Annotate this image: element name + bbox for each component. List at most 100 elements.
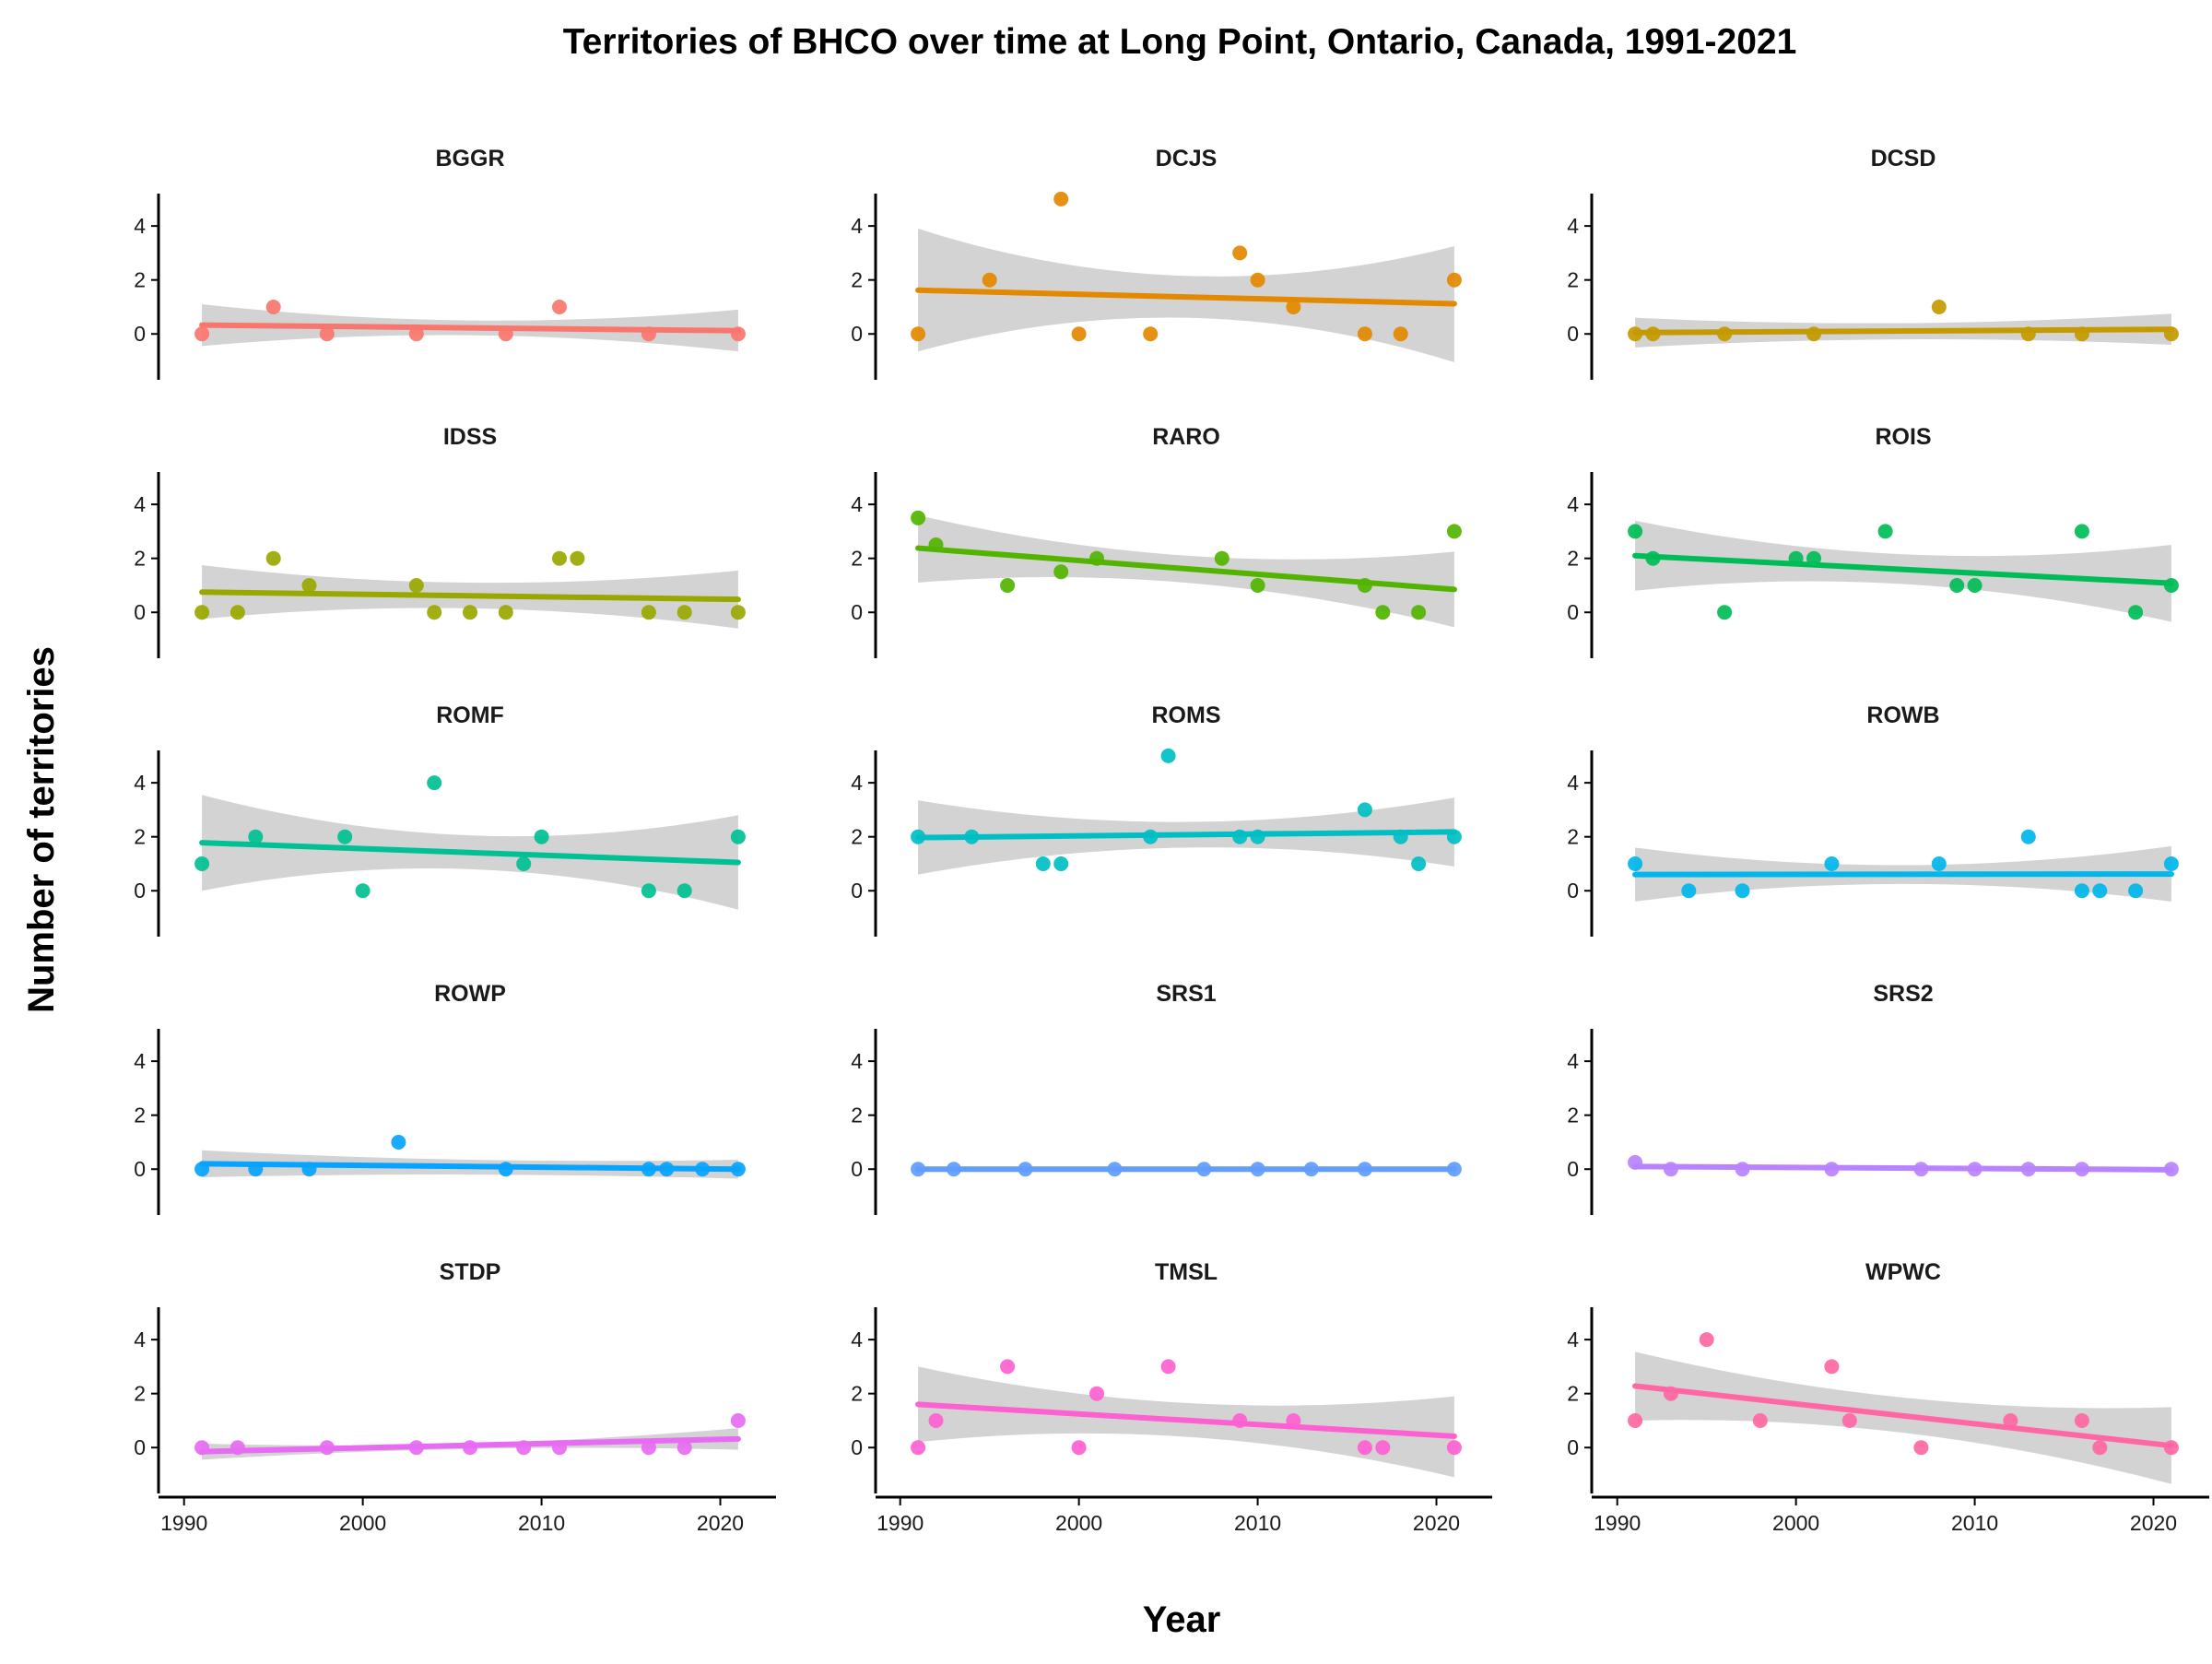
y-tick-label: 2: [134, 1382, 146, 1406]
y-axis-title: Number of territories: [21, 646, 62, 1013]
y-tick-label: 0: [1567, 1157, 1579, 1181]
panel-title: IDSS: [443, 424, 497, 450]
y-tick-label: 0: [134, 600, 146, 624]
y-tick-label: 2: [1567, 547, 1579, 571]
data-point: [677, 605, 692, 620]
data-point: [641, 605, 656, 620]
data-point: [982, 272, 997, 288]
panel-title: WPWC: [1865, 1259, 1941, 1285]
y-tick-label: 0: [134, 1157, 146, 1181]
data-point: [265, 300, 281, 314]
y-tick-label: 0: [1567, 600, 1579, 624]
data-point: [1143, 326, 1159, 342]
data-point: [301, 578, 317, 593]
y-tick-label: 0: [134, 1435, 146, 1459]
x-tick-label: 2010: [1951, 1511, 1998, 1535]
y-tick-label: 4: [1567, 214, 1579, 238]
y-tick-label: 4: [851, 1328, 863, 1351]
data-point: [1735, 883, 1750, 899]
data-point: [1053, 856, 1069, 871]
panel-title: ROIS: [1875, 424, 1931, 450]
data-point: [1053, 564, 1069, 580]
y-tick-label: 4: [851, 1049, 863, 1073]
y-tick-label: 2: [1567, 1103, 1579, 1127]
data-point: [730, 1413, 746, 1428]
y-tick-label: 0: [1567, 879, 1579, 903]
data-point: [1071, 326, 1087, 342]
y-tick-label: 2: [851, 547, 863, 571]
panel-dcsd: DCSD 0 2 4: [1567, 146, 2179, 380]
data-point: [552, 300, 567, 314]
data-point: [498, 605, 513, 620]
y-tick-label: 0: [134, 322, 146, 346]
data-point: [677, 1440, 692, 1456]
data-point: [1160, 748, 1176, 763]
data-point: [408, 578, 424, 593]
trend-line: [1632, 1383, 2174, 1449]
y-tick-label: 2: [134, 268, 146, 292]
trend-line: [199, 589, 741, 603]
data-point: [1357, 802, 1372, 818]
x-tick-label: 2000: [339, 1511, 386, 1535]
data-point: [911, 326, 926, 342]
trend-line: [199, 840, 741, 866]
data-point: [1232, 245, 1248, 261]
facet-panels: BGGR 0 2 4 DCJS 0 2 4 DCSD 0 2 4 IDSS 0 2 4 RARO 0 2 4 ROIS 0…: [134, 146, 2209, 1535]
x-tick-label: 2000: [1772, 1511, 1819, 1535]
y-tick-label: 4: [134, 214, 146, 238]
y-tick-label: 4: [1567, 492, 1579, 516]
data-point: [1071, 1440, 1087, 1456]
data-point: [2163, 856, 2179, 871]
y-tick-label: 4: [134, 1328, 146, 1351]
x-tick-label: 2020: [697, 1511, 744, 1535]
data-point: [1000, 578, 1016, 593]
chart-title: Territories of BHCO over time at Long Po…: [563, 22, 1797, 62]
data-point: [730, 829, 746, 844]
y-tick-label: 2: [1567, 825, 1579, 849]
panel-title: STDP: [440, 1259, 501, 1285]
x-tick-label: 1990: [1594, 1511, 1641, 1535]
y-tick-label: 4: [851, 492, 863, 516]
data-point: [911, 1440, 926, 1456]
trend-line: [1632, 1163, 2174, 1173]
data-point: [1967, 578, 1983, 593]
data-point: [1250, 272, 1265, 288]
data-point: [1411, 856, 1427, 871]
data-point: [552, 550, 567, 566]
panel-wpwc: WPWC 0 2 4 1990 2000 2010 2020: [1567, 1259, 2209, 1535]
data-point: [2128, 605, 2144, 620]
panel-tmsl: TMSL 0 2 4 1990 2000 2010 2020: [851, 1259, 1492, 1535]
data-point: [928, 1413, 944, 1428]
y-tick-label: 2: [1567, 1382, 1579, 1406]
y-tick-label: 0: [851, 1435, 863, 1459]
data-point: [730, 605, 746, 620]
data-point: [463, 605, 477, 620]
panel-rowb: ROWB 0 2 4: [1567, 702, 2179, 937]
data-point: [1446, 1440, 1462, 1456]
x-tick-label: 1990: [160, 1511, 207, 1535]
panel-title: DCJS: [1156, 146, 1218, 171]
data-point: [1411, 605, 1427, 620]
y-tick-label: 4: [134, 771, 146, 795]
panel-idss: IDSS 0 2 4: [134, 424, 746, 658]
x-tick-label: 2020: [1413, 1511, 1460, 1535]
panel-bggr: BGGR 0 2 4: [134, 146, 746, 380]
data-point: [194, 856, 210, 871]
panel-rois: ROIS 0 2 4: [1567, 424, 2179, 658]
data-point: [1035, 856, 1051, 871]
data-point: [1053, 191, 1069, 207]
panel-title: DCSD: [1871, 146, 1936, 171]
data-point: [1393, 326, 1408, 342]
data-point: [1824, 1359, 1840, 1375]
data-point: [1824, 856, 1840, 871]
panel-title: ROWB: [1866, 702, 1939, 728]
data-point: [2128, 883, 2144, 899]
trend-line: [199, 1161, 741, 1173]
data-point: [248, 829, 264, 844]
panel-title: SRS1: [1156, 981, 1216, 1007]
data-point: [194, 326, 210, 342]
data-point: [534, 829, 549, 844]
trend-line: [1632, 871, 2174, 878]
trend-line: [1632, 326, 2174, 336]
